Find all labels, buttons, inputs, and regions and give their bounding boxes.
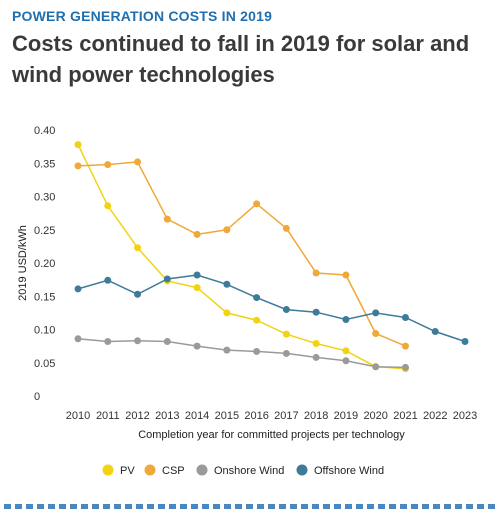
data-point: [372, 329, 380, 337]
data-point: [74, 285, 82, 293]
data-point: [342, 357, 350, 365]
x-tick-label: 2012: [125, 410, 149, 422]
data-point: [312, 339, 320, 347]
data-point: [401, 314, 409, 322]
data-point: [431, 327, 439, 335]
series-pv: [74, 141, 409, 373]
data-point: [74, 335, 82, 343]
data-point: [372, 309, 380, 317]
data-point: [134, 244, 142, 252]
series-onshore-wind: [74, 335, 409, 371]
x-tick-label: 2015: [215, 410, 239, 422]
data-point: [312, 269, 320, 277]
data-point: [342, 347, 350, 355]
x-tick-label: 2017: [274, 410, 298, 422]
series-line: [77, 338, 406, 369]
chart-headline: Costs continued to fall in 2019 for sola…: [12, 31, 470, 87]
x-tick-label: 2010: [66, 410, 90, 422]
y-axis-title: 2019 USD/kWh: [17, 225, 29, 301]
data-point: [74, 162, 82, 170]
data-point: [104, 202, 112, 210]
data-point: [134, 158, 142, 166]
data-point: [193, 342, 201, 350]
data-point: [282, 306, 290, 314]
legend-swatch: [296, 464, 308, 476]
data-point: [104, 161, 112, 169]
x-tick-label: 2011: [96, 410, 120, 422]
y-tick-label: 0: [34, 391, 40, 403]
x-tick-label: 2023: [453, 410, 477, 422]
data-point: [282, 224, 290, 232]
y-tick-label: 0.25: [34, 225, 55, 237]
data-point: [312, 308, 320, 316]
x-tick-label: 2018: [304, 410, 328, 422]
series-line: [77, 274, 466, 343]
legend-swatch: [144, 464, 156, 476]
data-point: [342, 316, 350, 324]
data-point: [163, 275, 171, 283]
legend-label: Onshore Wind: [214, 465, 284, 477]
data-point: [223, 226, 231, 234]
data-point: [134, 290, 142, 298]
data-point: [253, 316, 261, 324]
y-tick-label: 0.05: [34, 358, 55, 370]
data-point: [401, 363, 409, 371]
data-point: [282, 349, 290, 357]
data-point: [193, 230, 201, 238]
data-point: [372, 363, 380, 371]
dotted-border: [4, 504, 495, 509]
x-tick-label: 2014: [185, 410, 209, 422]
data-point: [104, 337, 112, 345]
legend-swatch: [102, 464, 114, 476]
series-offshore-wind: [74, 271, 469, 345]
chart-kicker: POWER GENERATION COSTS IN 2019: [12, 8, 273, 24]
x-tick-label: 2016: [244, 410, 268, 422]
x-tick-label: 2013: [155, 410, 179, 422]
y-tick-label: 0.20: [34, 258, 55, 270]
data-point: [193, 284, 201, 292]
data-point: [312, 353, 320, 361]
y-tick-label: 0.10: [34, 325, 55, 337]
data-point: [253, 200, 261, 208]
series-csp: [74, 158, 409, 350]
x-axis-ticks: 2010 2011 2012 2013 2014 2015 2016 2017 2018 2019…: [66, 410, 477, 422]
data-point: [253, 347, 261, 355]
y-tick-label: 0.15: [34, 291, 55, 303]
x-tick-label: 2022: [423, 410, 447, 422]
data-point: [223, 280, 231, 288]
data-point: [134, 337, 142, 345]
legend-label: PV: [120, 465, 135, 477]
data-point: [163, 337, 171, 345]
legend-label: CSP: [162, 465, 185, 477]
y-tick-label: 0.40: [34, 125, 55, 137]
data-point: [104, 276, 112, 284]
data-point: [74, 141, 82, 149]
x-axis-title: Completion year for committed projects p…: [138, 429, 405, 441]
data-point: [193, 271, 201, 279]
legend-label: Offshore Wind: [314, 465, 384, 477]
y-tick-label: 0.35: [34, 158, 55, 170]
legend: PV CSP Onshore Wind Offshore Wind: [102, 464, 384, 477]
data-point: [342, 271, 350, 279]
x-tick-label: 2019: [334, 410, 358, 422]
data-point: [461, 337, 469, 345]
data-point: [163, 215, 171, 223]
data-point: [223, 309, 231, 317]
data-point: [401, 342, 409, 350]
series-layer: [74, 141, 469, 373]
series-line: [77, 161, 406, 347]
x-tick-label: 2020: [363, 410, 387, 422]
data-point: [223, 346, 231, 354]
y-axis-ticks: 0 0.05 0.10 0.15 0.20 0.25 0.30 0.35 0.40: [34, 125, 55, 403]
y-tick-label: 0.30: [34, 192, 55, 204]
data-point: [253, 294, 261, 302]
series-line: [77, 144, 406, 370]
x-tick-label: 2021: [393, 410, 417, 422]
legend-swatch: [196, 464, 208, 476]
data-point: [282, 330, 290, 338]
